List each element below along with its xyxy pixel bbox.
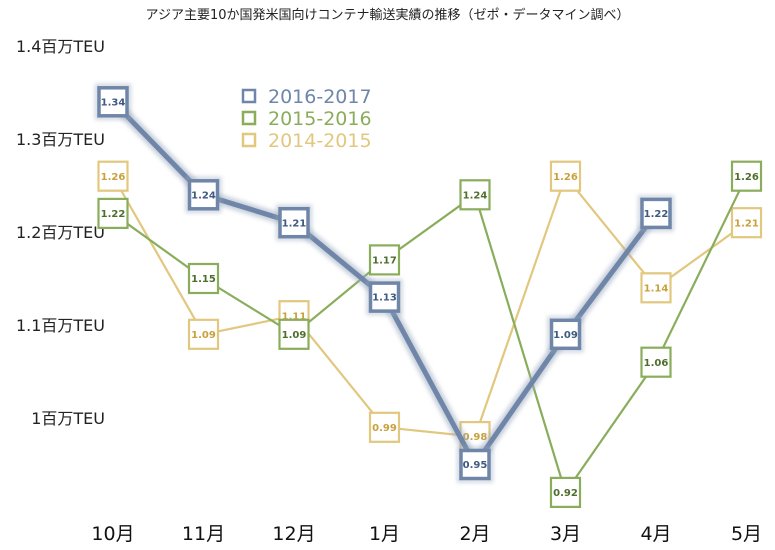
- y-tick-label: 1.3百万TEU: [16, 130, 105, 149]
- x-tick-label: 2月: [459, 523, 490, 545]
- data-point-marker: [97, 197, 129, 229]
- data-label: 1.26: [553, 172, 578, 183]
- legend-marker: [241, 132, 257, 148]
- data-label: 1.24: [463, 190, 488, 201]
- data-label: 0.99: [372, 423, 397, 434]
- data-point-marker: [368, 411, 401, 443]
- data-point-marker: [278, 206, 310, 239]
- data-point-marker: [640, 346, 672, 378]
- data-label: 1.24: [191, 190, 216, 201]
- x-tick-label: 12月: [272, 523, 315, 545]
- marker-glow: [638, 195, 674, 232]
- data-point-marker: [549, 318, 582, 351]
- marker-glow: [547, 316, 584, 353]
- chart-title: アジア主要10か国発米国向けコンテナ輸送実績の推移（ゼポ・データマイン調べ）: [145, 8, 630, 23]
- marker-glow: [276, 204, 312, 241]
- y-tick-label: 1.1百万TEU: [16, 316, 105, 335]
- x-tick-label: 11月: [182, 523, 225, 545]
- x-tick-label: 3月: [550, 523, 581, 545]
- series-layer: 1.26 1.09 1.11 0.99 0.98 1.26 1.14 1.21 1.22 1.15…: [95, 83, 763, 508]
- data-label: 1.34: [101, 97, 126, 108]
- y-tick-label: 1.4百万TEU: [16, 37, 105, 56]
- data-label: 1.09: [553, 330, 578, 341]
- data-point-marker: [549, 160, 582, 192]
- data-point-marker: [730, 160, 763, 192]
- data-label: 1.15: [191, 274, 216, 285]
- data-label: 0.92: [553, 488, 578, 499]
- series-2016-2017: 1.34 1.24 1.21 1.13 0.95 1.09 1.22: [95, 83, 674, 483]
- legend-label: 2014-2015: [268, 130, 372, 152]
- data-point-marker: [640, 272, 672, 304]
- data-point-marker: [187, 179, 220, 211]
- y-axis: 1.4百万TEU 1.3百万TEU 1.2百万TEU 1.1百万TEU 1百万TEU: [16, 37, 105, 428]
- data-label: 1.21: [282, 218, 307, 229]
- data-point-marker: [730, 207, 763, 239]
- marker-glow: [366, 279, 403, 316]
- legend-marker: [241, 88, 257, 104]
- data-label: 0.95: [463, 460, 488, 471]
- data-label: 1.17: [372, 256, 397, 267]
- y-tick-label: 1.2百万TEU: [16, 223, 105, 242]
- data-point-marker: [640, 197, 672, 230]
- y-tick-label: 1百万TEU: [31, 409, 105, 428]
- data-point-marker: [278, 318, 310, 350]
- x-tick-label: 1月: [369, 523, 400, 545]
- data-point-marker: [97, 86, 129, 118]
- data-point-marker: [368, 281, 401, 313]
- data-label: 1.09: [191, 330, 216, 341]
- legend-marker: [241, 110, 257, 126]
- data-label: 1.13: [372, 293, 397, 304]
- legend-label: 2015-2016: [268, 108, 372, 130]
- marker-glow: [95, 83, 131, 120]
- data-point-marker: [368, 244, 401, 276]
- legend-label: 2016-2017: [268, 86, 372, 108]
- data-point-marker: [459, 179, 491, 211]
- data-label: 1.11: [282, 311, 307, 322]
- data-point-marker: [97, 160, 129, 192]
- marker-glow: [457, 446, 493, 483]
- data-label: 1.14: [644, 283, 669, 294]
- x-tick-label: 10月: [91, 523, 134, 545]
- data-point-marker: [459, 448, 491, 481]
- data-label: 1.26: [101, 172, 126, 183]
- data-label: 1.21: [734, 218, 759, 229]
- data-label: 1.09: [282, 330, 307, 341]
- series-2015-2016: 1.22 1.15 1.09 1.17 1.24 0.92 1.06 1.26: [97, 160, 763, 508]
- marker-glow: [185, 176, 222, 213]
- x-tick-label: 5月: [731, 523, 762, 545]
- data-label: 1.22: [101, 209, 126, 220]
- data-label: 0.98: [463, 432, 488, 443]
- data-point-marker: [187, 318, 220, 350]
- data-label: 1.22: [644, 209, 669, 220]
- data-point-marker: [549, 476, 582, 508]
- data-point-marker: [187, 262, 220, 295]
- data-label: 1.06: [644, 358, 669, 369]
- x-axis: 10月 11月 12月 1月 2月 3月 4月 5月: [91, 523, 762, 545]
- data-label: 1.26: [734, 172, 759, 183]
- x-tick-label: 4月: [640, 523, 671, 545]
